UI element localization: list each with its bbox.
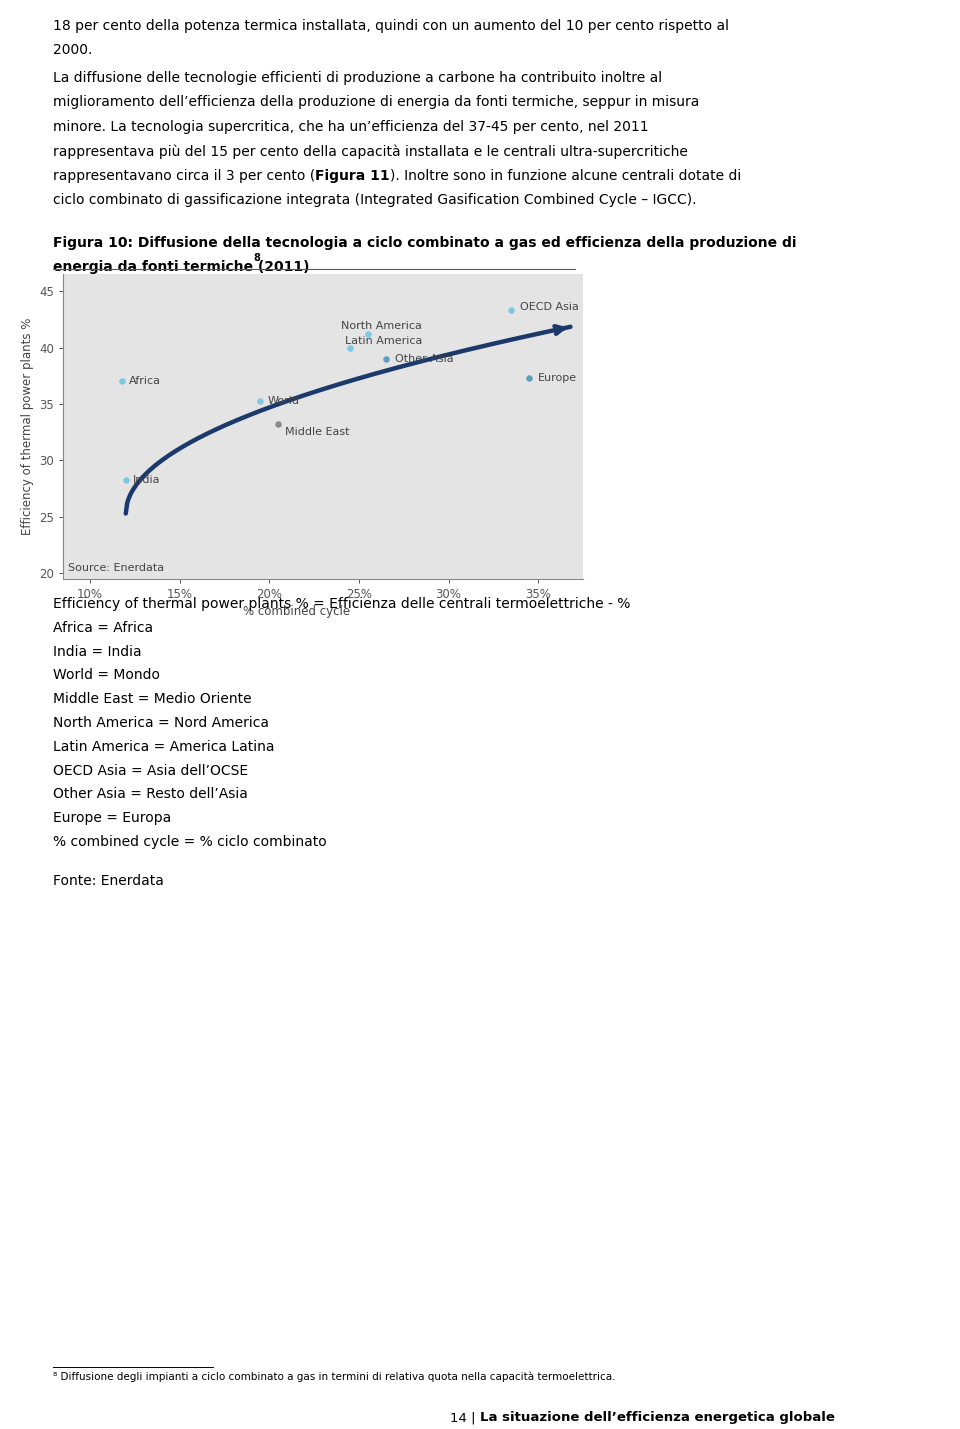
Point xyxy=(118,469,133,492)
Point xyxy=(521,367,537,390)
X-axis label: % combined cycle: % combined cycle xyxy=(244,606,350,619)
Text: minore. La tecnologia supercritica, che ha un’efficienza del 37-45 per cento, ne: minore. La tecnologia supercritica, che … xyxy=(53,120,649,134)
Text: India: India xyxy=(132,474,160,484)
Point xyxy=(360,323,375,346)
Text: North America: North America xyxy=(341,322,421,332)
Text: Fonte: Enerdata: Fonte: Enerdata xyxy=(53,875,164,887)
Text: rappresentavano circa il 3 per cento (: rappresentavano circa il 3 per cento ( xyxy=(53,169,315,183)
Text: Source: Enerdata: Source: Enerdata xyxy=(68,563,164,573)
Text: energia da fonti termiche: energia da fonti termiche xyxy=(53,260,253,274)
Text: North America = Nord America: North America = Nord America xyxy=(53,716,269,730)
Text: India = India: India = India xyxy=(53,644,142,659)
Text: 14 |: 14 | xyxy=(450,1410,480,1425)
Text: 18 per cento della potenza termica installata, quindi con un aumento del 10 per : 18 per cento della potenza termica insta… xyxy=(53,19,729,33)
Text: % combined cycle = % ciclo combinato: % combined cycle = % ciclo combinato xyxy=(53,835,326,849)
Point xyxy=(378,347,394,370)
Text: (2011): (2011) xyxy=(253,260,310,274)
Point xyxy=(504,299,519,322)
Text: ). Inoltre sono in funzione alcune centrali dotate di: ). Inoltre sono in funzione alcune centr… xyxy=(390,169,741,183)
Text: Efficiency of thermal power plants % = Efficienza delle centrali termoelettriche: Efficiency of thermal power plants % = E… xyxy=(53,597,631,612)
Text: Latin America: Latin America xyxy=(345,336,421,346)
Text: 8: 8 xyxy=(253,253,260,263)
Text: OECD Asia: OECD Asia xyxy=(520,302,579,312)
Text: World = Mondo: World = Mondo xyxy=(53,669,160,683)
Text: Middle East: Middle East xyxy=(285,427,349,437)
Text: Figura 10: Diffusione della tecnologia a ciclo combinato a gas ed efficienza del: Figura 10: Diffusione della tecnologia a… xyxy=(53,236,797,250)
Point xyxy=(252,389,268,412)
Text: miglioramento dell’efficienza della produzione di energia da fonti termiche, sep: miglioramento dell’efficienza della prod… xyxy=(53,96,700,110)
Text: La diffusione delle tecnologie efficienti di produzione a carbone ha contribuito: La diffusione delle tecnologie efficient… xyxy=(53,71,662,84)
Text: ⁸ Diffusione degli impianti a ciclo combinato a gas in termini di relativa quota: ⁸ Diffusione degli impianti a ciclo comb… xyxy=(53,1370,615,1382)
Text: rappresentava più del 15 per cento della capacità installata e le centrali ultra: rappresentava più del 15 per cento della… xyxy=(53,144,688,159)
Text: Europe: Europe xyxy=(539,373,577,383)
Text: OECD Asia = Asia dell’OCSE: OECD Asia = Asia dell’OCSE xyxy=(53,763,248,777)
Text: Other Asia = Resto dell’Asia: Other Asia = Resto dell’Asia xyxy=(53,787,248,802)
Text: Other Asia: Other Asia xyxy=(395,354,453,364)
Text: Latin America = America Latina: Latin America = America Latina xyxy=(53,740,275,755)
Text: Africa = Africa: Africa = Africa xyxy=(53,620,154,634)
Text: ciclo combinato di gassificazione integrata (Integrated Gasification Combined Cy: ciclo combinato di gassificazione integr… xyxy=(53,193,697,207)
Y-axis label: Efficiency of thermal power plants %: Efficiency of thermal power plants % xyxy=(20,317,34,536)
Text: World: World xyxy=(268,396,300,406)
Text: Middle East = Medio Oriente: Middle East = Medio Oriente xyxy=(53,692,252,706)
Text: Europe = Europa: Europe = Europa xyxy=(53,812,171,826)
Point xyxy=(271,413,286,436)
Point xyxy=(114,370,130,393)
Text: 2000.: 2000. xyxy=(53,43,92,57)
Text: Africa: Africa xyxy=(130,376,161,386)
Text: La situazione dell’efficienza energetica globale: La situazione dell’efficienza energetica… xyxy=(480,1410,835,1425)
Point xyxy=(342,336,357,359)
Text: Figura 11: Figura 11 xyxy=(315,169,390,183)
